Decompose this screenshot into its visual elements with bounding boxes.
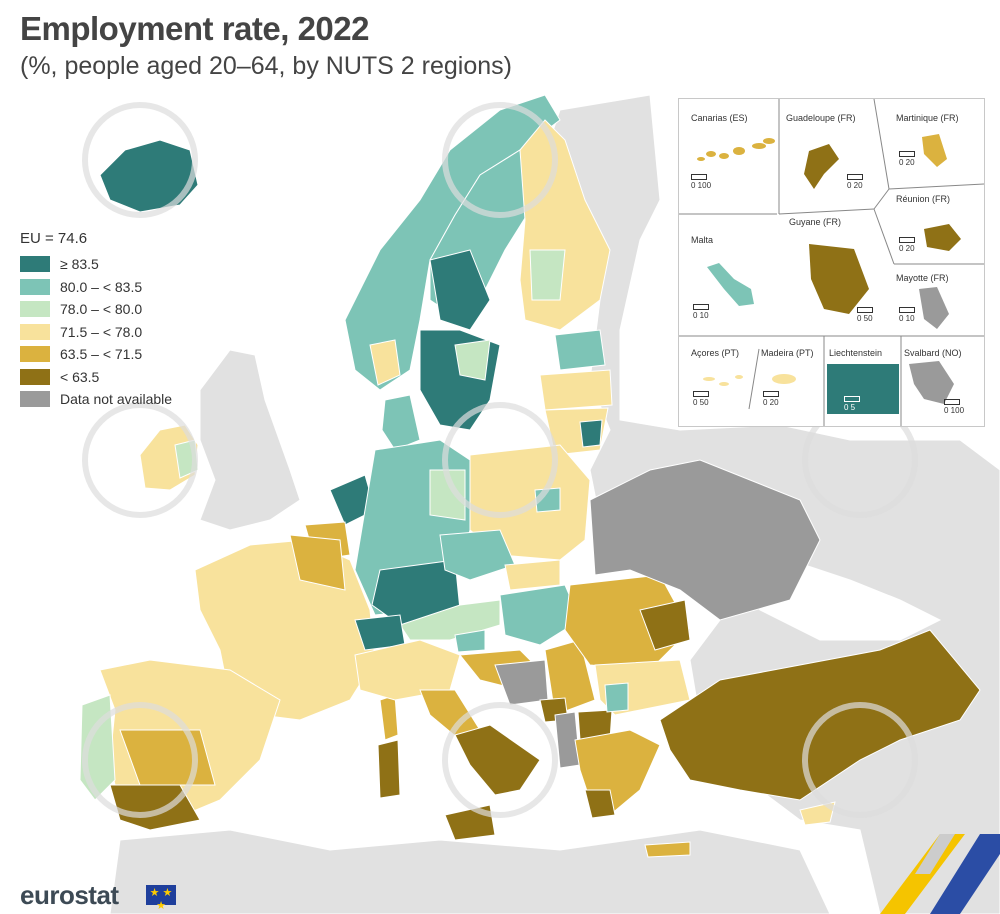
inset-liechtenstein-shape <box>827 364 899 414</box>
inset-martinique-shape <box>922 134 947 167</box>
legend-item: 63.5 – < 71.5 <box>20 343 210 366</box>
inset-label: Guyane (FR) <box>789 217 842 227</box>
inset-reunion-shape <box>924 224 961 251</box>
legend: EU = 74.6 ≥ 83.5 80.0 – < 83.5 78.0 – < … <box>20 230 210 411</box>
inset-scale: 0 50 <box>693 391 709 407</box>
inset-canarias-shape <box>697 138 775 161</box>
legend-label: 80.0 – < 83.5 <box>60 278 143 295</box>
inset-label: Guadeloupe (FR) <box>786 113 856 123</box>
legend-swatch <box>20 368 50 385</box>
region-finland-south <box>529 249 566 301</box>
inset-guadeloupe-shape <box>804 144 839 189</box>
inset-panel: Canarias (ES) 0 100 Guadeloupe (FR) 0 20… <box>678 98 985 427</box>
region-crete <box>644 841 691 858</box>
region-slovenia <box>454 629 486 653</box>
region-estonia <box>554 329 606 371</box>
region-iceland <box>99 139 199 213</box>
eurostat-logo: eurostat <box>20 880 119 910</box>
inset-scale: 0 20 <box>899 151 915 167</box>
inset-scale: 0 20 <box>847 174 863 190</box>
inset-label: Svalbard (NO) <box>904 348 962 358</box>
legend-label: 63.5 – < 71.5 <box>60 346 143 363</box>
inset-malta-shape <box>707 263 754 306</box>
inset-scale: 0 100 <box>691 174 711 190</box>
region-slovakia <box>504 559 561 591</box>
region-sardinia <box>377 739 401 799</box>
legend-item: 78.0 – < 80.0 <box>20 298 210 321</box>
legend-item: 71.5 – < 78.0 <box>20 321 210 344</box>
inset-scale: 0 20 <box>899 237 915 253</box>
legend-item: ≥ 83.5 <box>20 253 210 276</box>
inset-label: Réunion (FR) <box>896 194 951 204</box>
inset-scale: 0 5 <box>844 396 860 412</box>
page-title: Employment rate, 2022 <box>20 10 370 47</box>
legend-swatch <box>20 278 50 295</box>
legend-label: < 63.5 <box>60 368 100 385</box>
inset-label: Madeira (PT) <box>761 348 814 358</box>
legend-swatch <box>20 391 50 408</box>
region-greece-west <box>584 789 616 819</box>
legend-label: Data not available <box>60 391 173 408</box>
inset-label: Canarias (ES) <box>691 113 748 123</box>
inset-scale: 0 10 <box>693 304 709 320</box>
region-france-north <box>289 534 346 591</box>
inset-scale: 0 50 <box>857 307 873 323</box>
legend-label: 71.5 – < 78.0 <box>60 323 143 340</box>
region-norway-south <box>369 339 401 386</box>
region-hungary <box>499 584 581 646</box>
region-germany-east <box>429 469 466 521</box>
legend-item: 80.0 – < 83.5 <box>20 276 210 299</box>
region-romania-ne <box>639 599 691 651</box>
inset-svalbard-shape <box>909 361 954 404</box>
inset-guyane-shape <box>809 244 869 314</box>
region-serbia <box>544 639 596 716</box>
legend-item: Data not available <box>20 388 210 411</box>
region-turkiye <box>659 629 981 801</box>
inset-label: Açores (PT) <box>691 348 740 358</box>
eu-flag-icon: ★ ★ ★ <box>146 885 176 912</box>
region-vilnius <box>579 419 603 448</box>
legend-label: 78.0 – < 80.0 <box>60 301 143 318</box>
region-ukraine <box>589 459 821 621</box>
region-latvia <box>539 369 613 411</box>
inset-label: Malta <box>691 235 714 245</box>
legend-swatch <box>20 301 50 318</box>
region-sweden-mid <box>429 249 491 331</box>
inset-mayotte-shape <box>919 287 949 329</box>
inset-scale: 0 100 <box>944 399 964 415</box>
region-austria <box>399 599 501 641</box>
legend-swatch <box>20 346 50 363</box>
page-subtitle: (%, people aged 20–64, by NUTS 2 regions… <box>20 52 512 80</box>
inset-scale: 0 10 <box>899 307 915 323</box>
inset-label: Martinique (FR) <box>896 113 959 123</box>
region-sweden-east <box>454 339 491 381</box>
corner-decoration <box>880 834 1000 914</box>
inset-dividers <box>679 99 984 426</box>
inset-madeira-shape <box>772 374 796 384</box>
legend-label: ≥ 83.5 <box>60 256 99 273</box>
legend-eu-average: EU = 74.6 <box>20 230 88 247</box>
region-czechia <box>439 529 516 581</box>
legend-item: < 63.5 <box>20 366 210 389</box>
legend-swatch <box>20 256 50 273</box>
inset-label: Mayotte (FR) <box>896 273 949 283</box>
region-italy-south <box>454 724 541 796</box>
region-bulgaria-sofia <box>604 682 629 713</box>
inset-acores-shape <box>703 375 743 386</box>
inset-label: Liechtenstein <box>829 348 883 358</box>
legend-swatch <box>20 323 50 340</box>
inset-scale: 0 20 <box>763 391 779 407</box>
